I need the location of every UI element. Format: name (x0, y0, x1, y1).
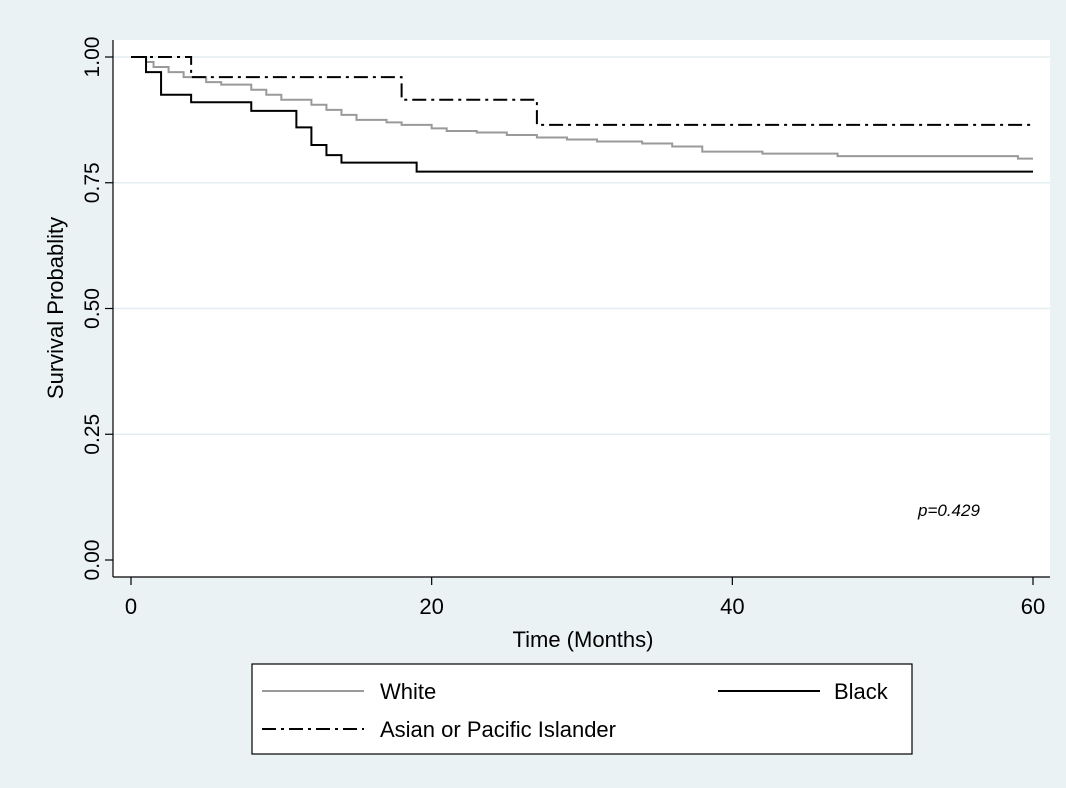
y-tick-label: 0.75 (81, 162, 104, 203)
y-tick-label: 1.00 (81, 37, 104, 78)
y-tick-label: 0.50 (81, 288, 104, 329)
legend-box (251, 663, 913, 755)
survival-curve-white (131, 56, 1033, 160)
x-tick-label: 20 (419, 594, 443, 619)
legend: White Black Asian or Pacific Islander (251, 663, 913, 755)
legend-label-asian: Asian or Pacific Islander (380, 717, 616, 742)
x-axis-label: Time (Months) (513, 627, 654, 652)
x-tick-label: 0 (125, 594, 137, 619)
gridlines (113, 56, 1050, 435)
survival-curves (131, 56, 1033, 173)
legend-label-black: Black (834, 679, 889, 704)
survival-curve-black (131, 56, 1033, 173)
legend-label-white: White (380, 679, 436, 704)
y-axis-label: Survival Probablity (43, 217, 68, 399)
y-tick-label: 0.00 (81, 540, 104, 581)
x-tick-label: 40 (720, 594, 744, 619)
p-value-annotation: p=0.429 (917, 501, 980, 520)
axis-ticks: 0.00 0.25 0.50 0.75 1.00 0 20 40 60 (81, 37, 1045, 619)
x-tick-label: 60 (1021, 594, 1045, 619)
survival-curve-asian-or-pacific-islander (131, 56, 1033, 126)
y-tick-label: 0.25 (81, 414, 104, 455)
